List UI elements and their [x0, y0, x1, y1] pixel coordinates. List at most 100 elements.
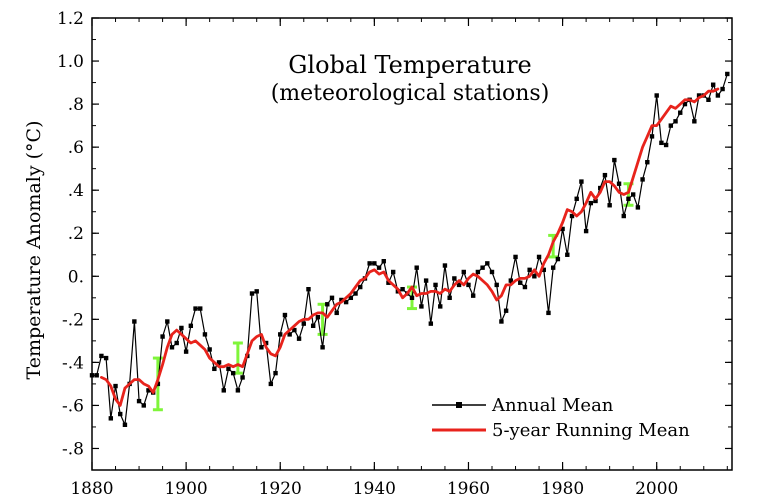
- annual-mean-point: [306, 287, 311, 292]
- annual-mean-point: [165, 319, 170, 324]
- annual-mean-point: [146, 388, 151, 393]
- annual-mean-point: [207, 347, 212, 352]
- annual-mean-point: [221, 388, 226, 393]
- annual-mean-point: [682, 101, 688, 107]
- annual-mean-point: [329, 295, 335, 301]
- running-mean-line: [100, 87, 720, 407]
- annual-mean-point: [654, 93, 659, 98]
- annual-mean-point: [226, 366, 231, 372]
- annual-mean-point: [550, 265, 556, 270]
- annual-mean-point: [602, 172, 608, 178]
- y-tick-label: .8: [68, 95, 84, 115]
- annual-mean-point: [348, 295, 354, 301]
- chart-subtitle: (meteorological stations): [271, 81, 550, 106]
- annual-mean-point: [673, 119, 678, 124]
- annual-mean-point: [193, 306, 198, 311]
- annual-mean-point: [400, 287, 405, 292]
- annual-mean-point: [343, 299, 349, 305]
- annual-mean-point: [160, 334, 165, 339]
- annual-mean-point: [278, 332, 283, 337]
- annual-mean-point: [522, 284, 528, 290]
- annual-mean-point: [560, 226, 565, 232]
- annual-mean-point: [268, 381, 274, 387]
- annual-mean-point: [419, 304, 424, 309]
- annual-mean-point: [626, 196, 631, 201]
- annual-mean-point: [555, 256, 561, 262]
- annual-mean-point: [569, 213, 575, 219]
- annual-mean-point: [428, 321, 434, 326]
- annual-mean-point: [320, 345, 325, 350]
- y-tick-label: -.2: [62, 310, 84, 330]
- y-tick-label: -.6: [62, 396, 84, 416]
- y-tick-label: 0.: [68, 267, 84, 287]
- annual-mean-point: [273, 370, 278, 376]
- annual-mean-point: [452, 276, 457, 281]
- x-tick-label: 2000: [635, 479, 678, 499]
- annual-mean-point: [122, 422, 128, 427]
- annual-mean-point: [565, 252, 570, 257]
- annual-mean-point: [475, 269, 481, 275]
- annual-mean-point: [598, 185, 603, 191]
- annual-mean-point: [692, 119, 697, 124]
- legend-running-label: 5-year Running Mean: [492, 420, 690, 441]
- x-tick-labels: 1880 1900 1920 1940 1960 1980 2000: [70, 479, 678, 499]
- annual-mean-point: [574, 196, 579, 201]
- legend: Annual Mean 5-year Running Mean: [432, 395, 690, 441]
- y-tick-label: -.4: [62, 353, 84, 373]
- annual-mean-point: [612, 157, 617, 163]
- annual-mean-point: [89, 373, 95, 378]
- annual-mean-point: [155, 381, 161, 387]
- annual-mean-point: [249, 291, 255, 296]
- annual-mean-point: [513, 254, 518, 260]
- annual-mean-point: [630, 192, 636, 197]
- annual-mean-point: [381, 259, 386, 264]
- annual-mean-point: [198, 306, 203, 311]
- plot-frame: [91, 17, 733, 471]
- legend-annual-label: Annual Mean: [491, 395, 614, 416]
- annual-mean-point: [358, 284, 363, 290]
- annual-mean-point: [282, 312, 288, 318]
- annual-mean-point: [376, 265, 382, 270]
- annual-mean-point: [659, 140, 664, 146]
- y-tick-label: 1.0: [57, 52, 84, 72]
- annual-mean-point: [663, 142, 669, 148]
- annual-mean-point: [99, 353, 104, 359]
- annual-mean-point: [339, 297, 344, 303]
- annual-mean-point: [183, 349, 189, 354]
- axis-ticks: [91, 17, 732, 471]
- annual-mean-line: [92, 73, 728, 428]
- legend-annual-marker: [456, 402, 462, 408]
- x-tick-label: 1880: [70, 479, 113, 499]
- annual-mean-point: [499, 319, 504, 324]
- annual-mean-point: [541, 267, 546, 273]
- annual-mean-point: [438, 304, 443, 309]
- annual-mean-point: [212, 366, 217, 372]
- annual-mean-point: [607, 203, 612, 208]
- uncertainty-bars: [152, 182, 634, 412]
- x-tick-label: 1900: [164, 479, 207, 499]
- annual-mean-point: [480, 265, 485, 270]
- annual-mean-point: [216, 360, 222, 365]
- annual-mean-point: [325, 302, 330, 307]
- annual-mean-point: [508, 278, 514, 283]
- annual-mean-point: [301, 321, 306, 326]
- annual-mean-point: [725, 71, 730, 77]
- annual-mean-point: [706, 97, 711, 102]
- annual-mean-point: [132, 319, 137, 324]
- annual-mean-point: [616, 181, 622, 186]
- annual-mean-point: [390, 269, 396, 275]
- y-tick-label: 1.2: [57, 9, 84, 29]
- annual-mean-point: [259, 345, 264, 350]
- annual-mean-point: [621, 213, 626, 219]
- annual-mean-point: [103, 355, 109, 361]
- annual-mean-point: [527, 267, 532, 273]
- x-tick-label: 1980: [541, 479, 584, 499]
- running-mean-series: [100, 87, 720, 407]
- annual-mean-point: [640, 177, 645, 182]
- annual-mean-point: [296, 336, 302, 341]
- annual-mean-point: [353, 291, 358, 296]
- annual-mean-point: [461, 269, 466, 275]
- annual-mean-point: [649, 134, 655, 139]
- annual-mean-point: [494, 282, 499, 288]
